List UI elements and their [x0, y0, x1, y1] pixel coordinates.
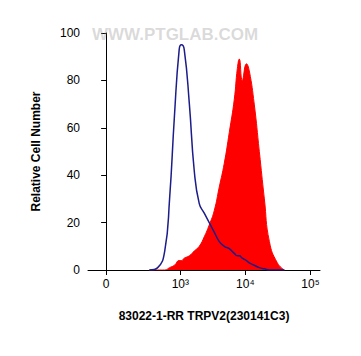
svg-text:WWW.PTGLAB.COM: WWW.PTGLAB.COM [92, 25, 258, 44]
svg-text:10³: 10³ [172, 277, 189, 291]
svg-text:Relative Cell Number: Relative Cell Number [29, 91, 43, 211]
svg-text:100: 100 [60, 26, 80, 40]
svg-text:20: 20 [67, 216, 81, 230]
svg-text:60: 60 [67, 121, 81, 135]
svg-text:10⁴: 10⁴ [236, 277, 255, 291]
svg-text:10⁵: 10⁵ [301, 277, 319, 291]
svg-text:40: 40 [67, 168, 81, 182]
svg-text:83022-1-RR TRPV2(230141C3): 83022-1-RR TRPV2(230141C3) [119, 309, 290, 323]
svg-text:0: 0 [103, 277, 110, 291]
svg-text:0: 0 [73, 263, 80, 277]
svg-text:80: 80 [67, 73, 81, 87]
